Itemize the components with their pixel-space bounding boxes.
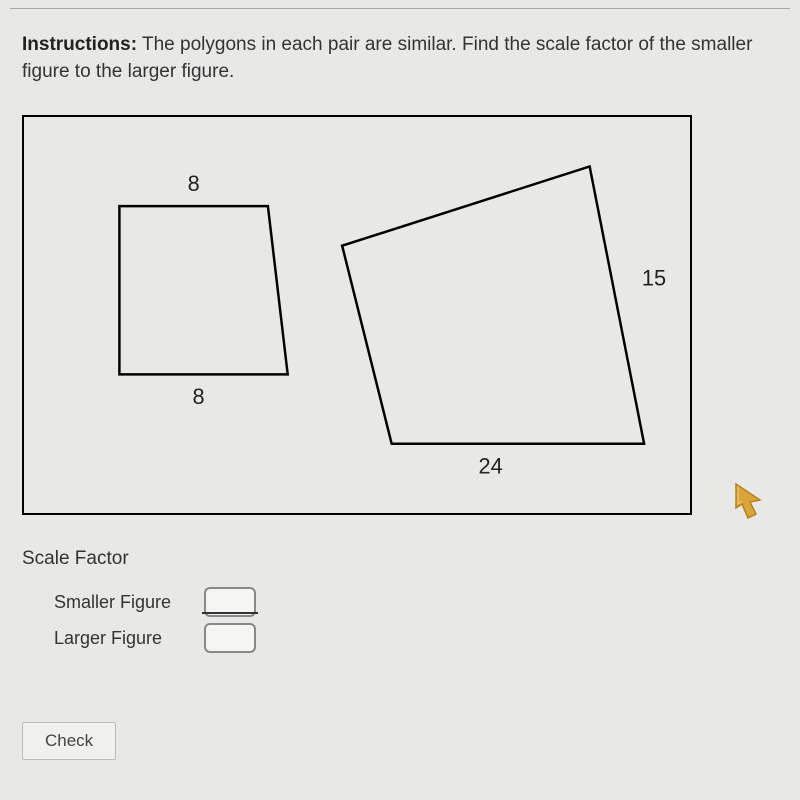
small-polygon — [119, 206, 287, 374]
smaller-figure-label: Smaller Figure — [54, 592, 204, 613]
scale-factor-title: Scale Factor — [22, 548, 256, 570]
fraction-bar — [202, 612, 258, 614]
larger-figure-input[interactable] — [204, 623, 256, 653]
check-button[interactable]: Check — [22, 722, 116, 760]
larger-figure-label: Larger Figure — [54, 628, 204, 649]
diagram-label: 8 — [193, 384, 205, 409]
large-polygon — [342, 167, 644, 444]
diagram-label: 15 — [642, 265, 666, 290]
figure-container: 8 8 15 24 — [22, 115, 692, 515]
smaller-figure-row: Smaller Figure — [54, 584, 256, 620]
diagram-label: 8 — [188, 171, 200, 196]
diagram-svg: 8 8 15 24 — [24, 117, 690, 513]
larger-figure-row: Larger Figure — [54, 620, 256, 656]
diagram-label: 24 — [479, 453, 503, 478]
instructions-label: Instructions: — [22, 34, 137, 55]
scale-factor-section: Scale Factor Smaller Figure Larger Figur… — [22, 548, 256, 656]
top-divider — [10, 8, 790, 9]
pointer-cursor-icon — [728, 480, 770, 528]
instructions-text: Instructions: The polygons in each pair … — [22, 32, 778, 85]
